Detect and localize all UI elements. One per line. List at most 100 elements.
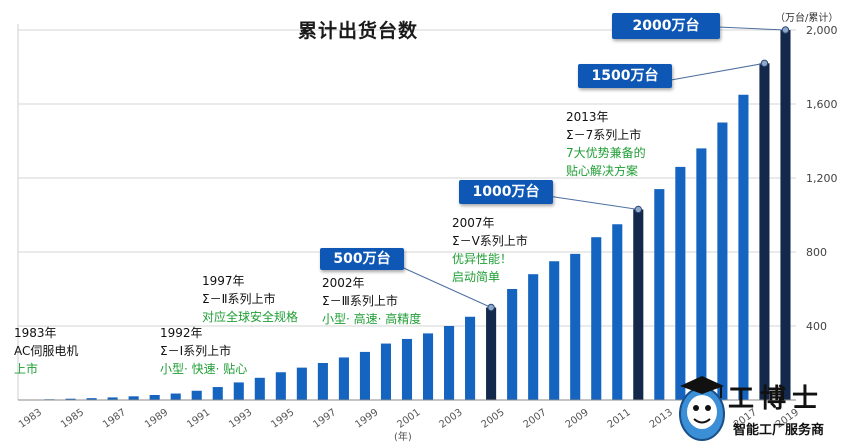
bar-1994 bbox=[254, 377, 265, 400]
bar-1992 bbox=[212, 387, 223, 400]
x-tick-label: 1995 bbox=[269, 407, 296, 431]
annotation-2013-line3: 贴心解决方案 bbox=[566, 164, 639, 178]
annotation-1997-line1: Σ－Ⅱ系列上市 bbox=[202, 292, 276, 306]
x-tick-label: 1997 bbox=[311, 407, 338, 431]
bar-1995 bbox=[275, 372, 286, 400]
logo-subtitle: 智能工厂服务商 bbox=[733, 423, 825, 438]
annotation-1992-line1: Σ－Ⅰ系列上市 bbox=[160, 344, 232, 358]
bar-2010 bbox=[591, 237, 602, 400]
bar-1986 bbox=[86, 398, 97, 400]
annotation-1983-line2: 上市 bbox=[14, 362, 39, 376]
bar-2001 bbox=[401, 338, 413, 400]
bar-2006 bbox=[507, 289, 518, 400]
bar-2008 bbox=[549, 261, 560, 400]
callout-leader-2019 bbox=[717, 26, 786, 31]
x-tick-label: 1987 bbox=[101, 407, 128, 431]
annotation-2007-line1: Σ－Ⅴ系列上市 bbox=[452, 234, 528, 248]
annotation-2013-line1: Σ－7系列上市 bbox=[566, 128, 642, 142]
bar-1985 bbox=[65, 398, 76, 400]
annotation-2007-line2: 优异性能！ bbox=[452, 252, 513, 266]
annotation-1983-line1: AC伺服电机 bbox=[14, 344, 79, 358]
annotation-2002-line1: Σ－Ⅲ系列上市 bbox=[322, 294, 398, 308]
annotation-1992: 1992年 Σ－Ⅰ系列上市 小型· 快速· 贴心 bbox=[160, 324, 247, 378]
bar-2003 bbox=[444, 326, 455, 400]
annotation-2002-year: 2002年 bbox=[322, 276, 365, 290]
bar-1991 bbox=[191, 390, 202, 400]
x-tick-label: 2013 bbox=[648, 407, 675, 431]
x-tick-label: 1991 bbox=[185, 407, 212, 431]
callout-dot-2019 bbox=[781, 26, 790, 34]
annotation-2007: 2007年 Σ－Ⅴ系列上市 优异性能！ 启动简单 bbox=[452, 214, 528, 286]
x-tick-label: 1999 bbox=[353, 407, 380, 431]
bar-2013 bbox=[654, 189, 665, 400]
annotation-2013: 2013年 Σ－7系列上市 7大优势兼备的 贴心解决方案 bbox=[566, 108, 646, 180]
annotation-2007-year: 2007年 bbox=[452, 216, 495, 230]
callout-1000: 1000万台 bbox=[459, 180, 553, 204]
bar-2005 bbox=[486, 307, 497, 400]
x-tick-label: 2003 bbox=[437, 407, 464, 431]
x-tick-label: 2009 bbox=[564, 407, 591, 431]
x-tick-label: 2005 bbox=[480, 407, 507, 431]
y-axis-unit-label: （万台/累计） bbox=[775, 13, 839, 24]
annotation-1992-line2: 小型· 快速· 贴心 bbox=[160, 362, 248, 376]
callout-dot-2005 bbox=[487, 303, 495, 312]
annotation-1983: 1983年 AC伺服电机 上市 bbox=[14, 324, 78, 378]
bar-1987 bbox=[107, 397, 118, 400]
x-tick-label: 1983 bbox=[17, 407, 44, 431]
bar-1993 bbox=[233, 382, 244, 400]
callout-2000: 2000万台 bbox=[612, 13, 720, 39]
bar-2015 bbox=[696, 148, 707, 400]
annotation-2002: 2002年 Σ－Ⅲ系列上市 小型· 高速· 高精度 bbox=[322, 274, 421, 328]
annotation-1992-year: 1992年 bbox=[160, 326, 203, 340]
callout-500: 500万台 bbox=[320, 248, 404, 270]
bar-2000 bbox=[380, 343, 392, 400]
bar-2018 bbox=[759, 63, 770, 401]
bar-1996 bbox=[296, 367, 307, 401]
bar-1997 bbox=[317, 363, 328, 400]
chart-title: 累计出货台数 bbox=[298, 20, 419, 42]
x-tick-label: 2007 bbox=[522, 407, 549, 431]
bar-2004 bbox=[465, 316, 476, 400]
x-tick-label: 2011 bbox=[606, 407, 633, 431]
annotation-1997-line2: 对应全球安全规格 bbox=[202, 310, 299, 324]
y-tick-label: 1,600 bbox=[806, 98, 838, 111]
callout-dot-2018 bbox=[760, 59, 769, 67]
bar-2007 bbox=[528, 274, 539, 400]
bar-1998 bbox=[338, 357, 349, 400]
bar-2017 bbox=[738, 94, 749, 400]
y-tick-label: 2,000 bbox=[806, 24, 838, 37]
x-axis-unit-label: (年) bbox=[394, 432, 412, 443]
x-tick-label: 1985 bbox=[59, 407, 86, 431]
x-tick-label: 1989 bbox=[143, 407, 170, 431]
annotation-1997: 1997年 Σ－Ⅱ系列上市 对应全球安全规格 bbox=[202, 272, 298, 326]
bar-2012 bbox=[633, 209, 644, 400]
annotation-1997-year: 1997年 bbox=[202, 274, 245, 288]
logo-name: 工博士 bbox=[728, 384, 825, 414]
x-tick-label: 1993 bbox=[227, 407, 254, 431]
annotation-1983-year: 1983年 bbox=[14, 326, 57, 340]
bar-1988 bbox=[128, 396, 139, 400]
y-tick-label: 800 bbox=[806, 246, 827, 259]
bar-2011 bbox=[612, 224, 623, 400]
y-tick-label: 1,200 bbox=[806, 172, 838, 185]
bar-2009 bbox=[570, 253, 581, 400]
callout-dot-2012 bbox=[634, 205, 642, 214]
callout-1500: 1500万台 bbox=[578, 64, 672, 88]
callout-leader-2018 bbox=[670, 62, 765, 81]
callout-leader-2005 bbox=[396, 264, 492, 308]
annotation-2013-line2: 7大优势兼备的 bbox=[566, 146, 646, 160]
annotation-2002-line2: 小型· 高速· 高精度 bbox=[322, 312, 422, 326]
annotation-2013-year: 2013年 bbox=[566, 110, 609, 124]
y-tick-label: 400 bbox=[806, 320, 827, 333]
annotation-2007-line3: 启动简单 bbox=[452, 270, 501, 284]
bar-2002 bbox=[422, 333, 434, 400]
bar-2016 bbox=[717, 122, 728, 400]
mascot-logo-icon bbox=[679, 376, 725, 441]
bar-1999 bbox=[359, 351, 370, 400]
callout-leader-2012 bbox=[547, 195, 639, 210]
bar-2019 bbox=[780, 30, 791, 400]
bar-1990 bbox=[170, 393, 181, 400]
bar-1989 bbox=[149, 395, 160, 400]
bar-2014 bbox=[675, 166, 686, 400]
